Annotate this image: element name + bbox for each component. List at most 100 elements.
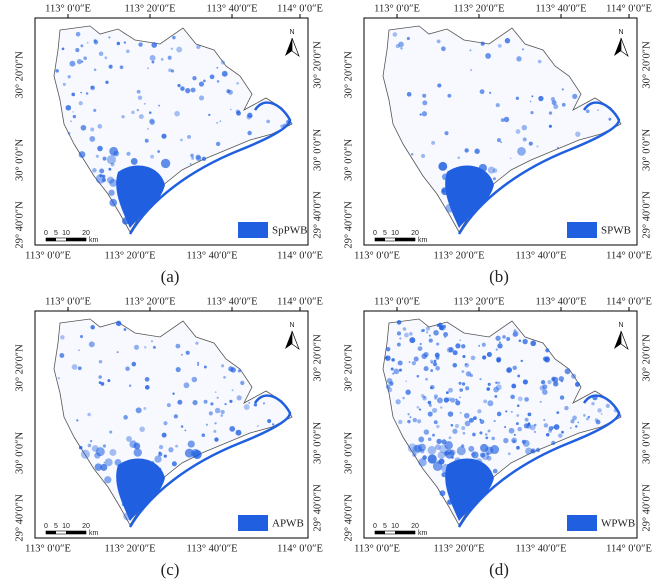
water-patch <box>409 332 413 336</box>
water-patch <box>418 443 426 452</box>
bottom-tick-label: 114° 0′0″E <box>277 543 323 554</box>
water-patch <box>171 461 177 467</box>
water-patch <box>502 335 506 339</box>
water-patch <box>425 331 429 334</box>
water-patch <box>396 342 401 347</box>
water-patch <box>216 66 219 69</box>
water-patch <box>262 402 266 405</box>
water-patch <box>472 416 477 421</box>
lake-body <box>445 165 494 228</box>
water-patch <box>517 374 521 378</box>
water-patch <box>462 431 466 435</box>
water-patch <box>55 69 59 73</box>
water-patch <box>98 359 103 364</box>
water-patch <box>439 324 446 331</box>
water-patch <box>459 339 461 342</box>
water-patch <box>78 151 86 158</box>
water-patch <box>72 111 74 113</box>
water-patch <box>60 335 65 340</box>
right-tick-label: 30° 0′0″N <box>312 422 323 464</box>
water-patch <box>497 343 503 349</box>
water-patch <box>123 41 127 44</box>
river <box>457 101 621 235</box>
water-patch <box>479 378 482 381</box>
water-patch <box>418 436 425 443</box>
water-patch <box>405 380 408 383</box>
scale-label: 20 <box>82 230 90 237</box>
water-patch <box>443 332 449 337</box>
water-patch <box>507 452 511 456</box>
water-patch <box>89 439 93 443</box>
water-patch <box>168 447 174 453</box>
water-patch <box>583 414 586 417</box>
water-patch <box>572 415 577 421</box>
water-patch <box>133 448 142 457</box>
water-patch <box>436 424 440 429</box>
water-patch <box>445 391 449 395</box>
scale-bar-fill <box>46 238 56 241</box>
water-patch <box>197 363 200 367</box>
water-patch <box>558 433 563 438</box>
water-patch <box>564 368 571 375</box>
top-tick-label: 113° 40′0″E <box>206 296 257 307</box>
water-patch <box>521 439 526 444</box>
water-patch <box>448 347 454 353</box>
water-patch <box>185 350 190 355</box>
water-patch <box>77 366 82 371</box>
water-patch <box>480 41 485 46</box>
water-patch <box>196 44 201 50</box>
water-patch <box>172 392 175 395</box>
water-patch <box>104 458 113 467</box>
water-patch <box>446 347 453 353</box>
water-patch <box>398 41 404 48</box>
water-patch <box>481 342 486 347</box>
water-patch <box>464 148 469 153</box>
water-patch <box>71 364 78 370</box>
water-patch <box>170 47 173 50</box>
water-patch <box>223 376 226 379</box>
water-patch <box>432 433 436 437</box>
water-patch <box>146 127 149 130</box>
water-patch <box>104 56 108 60</box>
water-patch <box>500 141 503 144</box>
scale-bar-fill <box>66 238 86 241</box>
scale-label: 5 <box>54 230 58 237</box>
water-patch <box>496 138 501 143</box>
water-patch <box>99 168 105 174</box>
water-patch <box>438 458 445 465</box>
water-patch <box>459 396 461 399</box>
water-patch <box>515 96 520 100</box>
water-patch <box>170 69 175 73</box>
water-patch <box>441 46 446 52</box>
water-patch <box>220 409 225 415</box>
scale-label: 5 <box>383 523 387 530</box>
legend-label: SPWB <box>601 225 631 237</box>
water-patch <box>398 368 402 372</box>
water-patch <box>116 41 121 46</box>
water-patch <box>176 46 183 53</box>
scale-unit: km <box>89 237 99 244</box>
right-tick-label: 29° 40′0″N <box>312 191 323 239</box>
scale-label: 10 <box>391 523 399 530</box>
water-patch <box>183 382 190 389</box>
water-patch <box>406 91 412 97</box>
water-patch <box>158 444 164 450</box>
water-patch <box>492 168 498 173</box>
water-patch <box>570 419 575 424</box>
left-tick-label: 30° 20′0″N <box>343 51 354 99</box>
region-outline <box>53 25 293 233</box>
water-patch <box>413 356 419 362</box>
water-patch <box>150 154 155 159</box>
water-patch <box>420 329 424 333</box>
water-patch <box>184 429 187 432</box>
water-patch <box>423 429 430 435</box>
water-patch <box>496 411 502 417</box>
water-patch <box>236 81 240 85</box>
water-patch <box>422 395 427 401</box>
water-patch <box>106 176 115 184</box>
north-label: N <box>289 322 294 329</box>
water-patch <box>94 463 103 471</box>
top-tick-label: 113° 20′0″E <box>124 3 175 14</box>
water-patch <box>191 376 198 383</box>
top-tick-label: 113° 0′0″E <box>374 3 420 14</box>
